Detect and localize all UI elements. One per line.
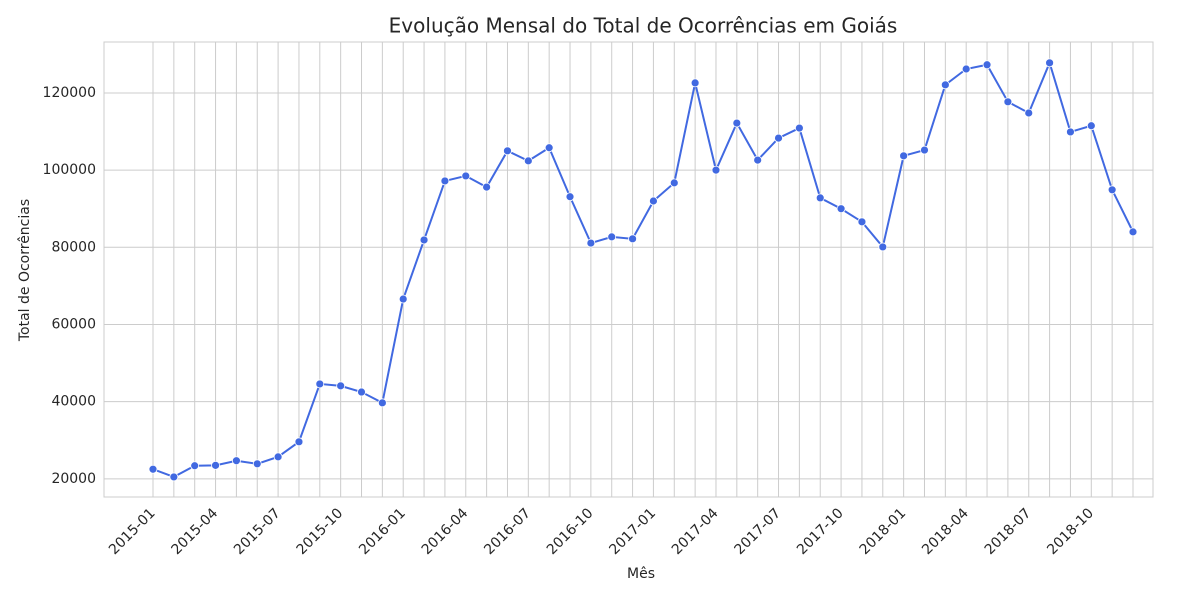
marker	[294, 437, 304, 447]
marker	[711, 165, 721, 175]
marker	[503, 146, 512, 156]
marker	[1086, 121, 1096, 131]
plot-frame	[103, 41, 1154, 498]
x-tick-label: 2015-01	[106, 505, 159, 558]
marker	[169, 472, 179, 482]
y-axis-label: Total de Ocorrências	[17, 199, 33, 342]
marker	[273, 452, 283, 462]
x-tick-label: 2017-01	[606, 505, 659, 558]
marker	[607, 232, 617, 242]
marker	[461, 171, 471, 181]
marker	[1003, 97, 1013, 107]
marker	[920, 145, 929, 155]
y-tick-label: 120000	[43, 85, 96, 101]
marker	[440, 176, 450, 186]
marker	[523, 156, 533, 166]
x-tick-label: 2016-01	[356, 505, 409, 558]
marker	[419, 235, 429, 245]
y-tick-label: 20000	[51, 471, 96, 487]
marker	[398, 294, 408, 304]
x-tick-label: 2015-10	[294, 505, 347, 558]
marker	[544, 143, 554, 153]
x-tick-label: 2018-10	[1044, 505, 1097, 558]
marker	[1024, 108, 1034, 118]
marker	[482, 182, 492, 192]
marker	[1107, 185, 1117, 195]
x-tick-label: 2018-07	[982, 505, 1035, 558]
marker	[315, 379, 325, 389]
marker	[690, 78, 700, 88]
marker	[815, 193, 825, 203]
marker	[961, 64, 971, 74]
marker	[628, 234, 637, 244]
x-tick-label: 2018-04	[919, 505, 972, 558]
marker	[252, 459, 262, 469]
marker	[878, 242, 888, 252]
x-tick-label: 2015-07	[231, 505, 284, 558]
x-tick-label: 2016-10	[544, 505, 597, 558]
marker	[940, 80, 950, 90]
marker	[836, 204, 846, 214]
x-tick-label: 2016-04	[419, 505, 472, 558]
marker	[774, 133, 783, 143]
marker	[336, 381, 346, 391]
chart-title: Evolução Mensal do Total de Ocorrências …	[389, 14, 898, 38]
x-tick-label: 2017-07	[732, 505, 785, 558]
y-tick-label: 40000	[51, 394, 96, 410]
marker	[753, 155, 763, 165]
x-axis-label: Mês	[627, 566, 655, 582]
y-tick-label: 80000	[51, 239, 96, 255]
marker	[565, 192, 575, 202]
x-tick-label: 2018-01	[857, 505, 910, 558]
marker	[586, 238, 596, 248]
x-tick-label: 2015-04	[169, 505, 222, 558]
marker	[211, 460, 220, 470]
marker	[357, 387, 366, 397]
marker	[899, 151, 909, 161]
marker	[190, 461, 200, 471]
marker	[794, 123, 804, 133]
marker	[1066, 127, 1075, 137]
line	[152, 59, 1134, 479]
x-tick-label: 2016-07	[481, 505, 534, 558]
marker	[857, 217, 867, 227]
marker	[669, 178, 679, 188]
marker	[148, 464, 158, 474]
y-tick-label: 60000	[51, 316, 96, 332]
marker	[1128, 227, 1138, 237]
marker	[1045, 58, 1054, 68]
marker	[649, 196, 658, 206]
marker	[982, 60, 992, 70]
marker	[232, 456, 241, 466]
marker	[377, 398, 387, 408]
y-tick-label: 100000	[43, 162, 96, 178]
x-tick-label: 2017-04	[669, 505, 722, 558]
x-tick-label: 2017-10	[794, 505, 847, 558]
marker	[732, 118, 742, 128]
